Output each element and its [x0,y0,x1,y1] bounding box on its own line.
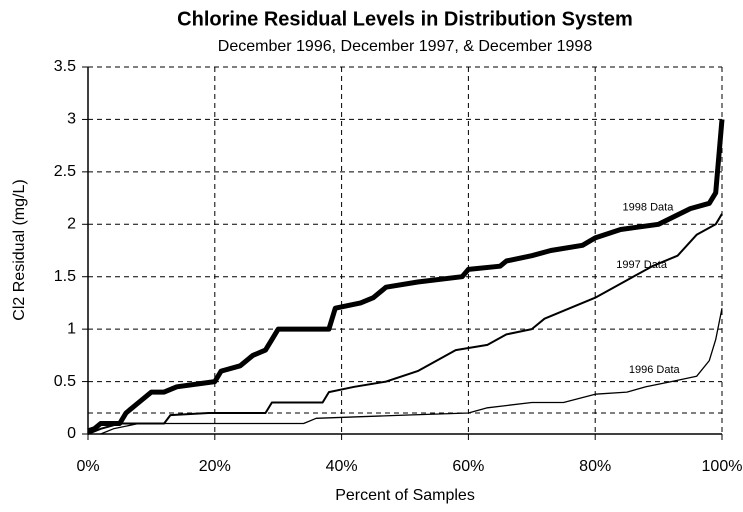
x-tick-label: 100% [702,458,743,475]
y-tick-label: 1.5 [54,268,76,285]
chart-title: Chlorine Residual Levels in Distribution… [177,8,633,30]
series-line [100,308,723,435]
series-label: 1996 Data [629,364,681,376]
series-line [87,213,723,435]
x-tick-label: 0% [76,458,99,475]
y-axis-label: Cl2 Residual (mg/L) [11,179,28,320]
chart-subtitle: December 1996, December 1997, & December… [218,38,593,55]
x-axis-label: Percent of Samples [335,487,475,504]
series-label: 1998 Data [623,201,675,213]
y-tick-label: 3 [67,111,76,128]
y-tick-label: 0 [67,425,76,442]
x-tick-label: 40% [326,458,358,475]
x-tick-label: 20% [199,458,231,475]
y-tick-label: 0.5 [54,373,76,390]
x-tick-label: 80% [579,458,611,475]
x-tick-label: 60% [452,458,484,475]
y-tick-label: 3.5 [54,58,76,75]
y-tick-label: 1 [67,320,76,337]
y-tick-label: 2 [67,216,76,233]
series-line [87,119,725,434]
series-label: 1997 Data [616,259,668,271]
y-tick-label: 2.5 [54,163,76,180]
